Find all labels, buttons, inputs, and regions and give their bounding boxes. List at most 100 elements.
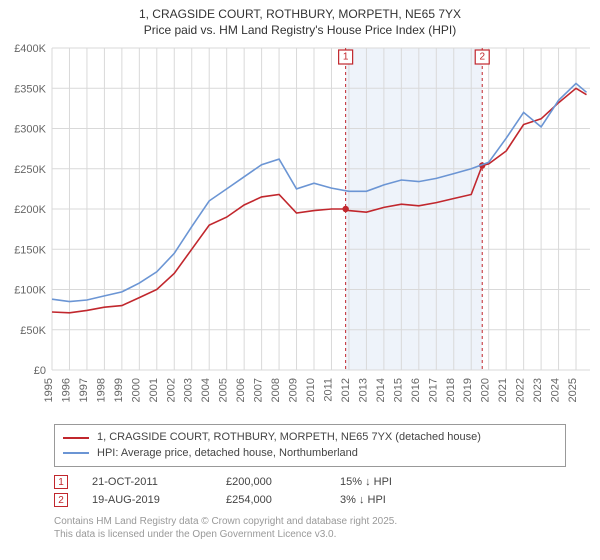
x-tick-label: 1999 — [113, 378, 125, 402]
x-tick-label: 1995 — [43, 378, 55, 402]
x-tick-label: 2024 — [550, 378, 562, 402]
x-tick: 2025 — [567, 378, 579, 402]
x-tick: 2008 — [270, 378, 282, 402]
x-tick-label: 2018 — [445, 378, 457, 402]
x-tick-label: 2016 — [410, 378, 422, 402]
y-tick-label: £250K — [14, 164, 46, 176]
x-tick-label: 1997 — [78, 378, 90, 402]
x-tick: 2011 — [322, 378, 334, 402]
price-chart-svg: £0 £50K £100K £150K £200K £250K £300K £350K £400… — [0, 40, 600, 420]
sale-badge: 2 — [54, 493, 68, 507]
x-tick: 2016 — [410, 378, 422, 402]
legend-row: HPI: Average price, detached house, Nort… — [63, 446, 557, 461]
x-tick: 1995 — [43, 378, 55, 402]
x-tick-label: 1998 — [95, 378, 107, 402]
y-tick-label: £0 — [34, 365, 46, 377]
x-tick-label: 2003 — [183, 378, 195, 402]
x-tick-label: 2010 — [305, 378, 317, 402]
x-tick-label: 2006 — [235, 378, 247, 402]
footer-line-1: Contains HM Land Registry data © Crown c… — [54, 515, 566, 528]
sale-row: 1 21-OCT-2011 £200,000 15% ↓ HPI — [54, 473, 566, 491]
x-tick-label: 2013 — [357, 378, 369, 402]
x-tick: 2006 — [235, 378, 247, 402]
chart-title: 1, CRAGSIDE COURT, ROTHBURY, MORPETH, NE… — [0, 0, 600, 40]
footer-line-2: This data is licensed under the Open Gov… — [54, 528, 566, 541]
legend-label: HPI: Average price, detached house, Nort… — [97, 446, 358, 461]
sale-delta: 3% ↓ HPI — [340, 494, 386, 506]
title-line-1: 1, CRAGSIDE COURT, ROTHBURY, MORPETH, NE… — [10, 6, 590, 22]
title-line-2: Price paid vs. HM Land Registry's House … — [10, 22, 590, 38]
x-tick: 2022 — [515, 378, 527, 402]
y-tick-label: £350K — [14, 84, 46, 96]
legend-label: 1, CRAGSIDE COURT, ROTHBURY, MORPETH, NE… — [97, 430, 481, 445]
x-tick: 2014 — [375, 378, 387, 402]
x-tick: 2020 — [480, 378, 492, 402]
chart-area: £0 £50K £100K £150K £200K £250K £300K £350K £400… — [0, 40, 600, 420]
x-tick: 2024 — [550, 378, 562, 402]
x-tick-label: 2000 — [130, 378, 142, 402]
legend-swatch — [63, 437, 89, 439]
sale-delta: 15% ↓ HPI — [340, 476, 392, 488]
x-tick-label: 2017 — [427, 378, 439, 402]
x-tick-label: 2014 — [375, 378, 387, 402]
x-tick-label: 2004 — [200, 378, 212, 402]
sale-marker-number: 1 — [343, 52, 349, 63]
footer-attribution: Contains HM Land Registry data © Crown c… — [54, 515, 566, 541]
x-tick: 2021 — [497, 378, 509, 402]
x-tick: 1999 — [113, 378, 125, 402]
x-tick-label: 2002 — [165, 378, 177, 402]
x-tick-label: 2012 — [340, 378, 352, 402]
sale-price: £200,000 — [226, 476, 316, 488]
x-tick: 2003 — [183, 378, 195, 402]
x-tick: 1997 — [78, 378, 90, 402]
x-tick-label: 2007 — [253, 378, 265, 402]
sales-table: 1 21-OCT-2011 £200,000 15% ↓ HPI 2 19-AUG-201… — [54, 473, 566, 509]
legend-swatch — [63, 452, 89, 454]
x-tick: 2017 — [427, 378, 439, 402]
sale-row: 2 19-AUG-2019 £254,000 3% ↓ HPI — [54, 491, 566, 509]
sale-marker-number: 2 — [479, 52, 485, 63]
y-tick-label: £300K — [14, 124, 46, 136]
x-tick: 2002 — [165, 378, 177, 402]
legend-row: 1, CRAGSIDE COURT, ROTHBURY, MORPETH, NE… — [63, 430, 557, 445]
x-tick-label: 2011 — [322, 378, 334, 402]
sale-price: £254,000 — [226, 494, 316, 506]
x-tick: 2019 — [462, 378, 474, 402]
x-tick: 2001 — [148, 378, 160, 402]
x-tick-label: 2020 — [480, 378, 492, 402]
y-tick-label: £150K — [14, 245, 46, 257]
x-tick: 2015 — [392, 378, 404, 402]
x-tick: 2023 — [532, 378, 544, 402]
x-tick-label: 2005 — [218, 378, 230, 402]
x-tick: 1998 — [95, 378, 107, 402]
x-tick-label: 2023 — [532, 378, 544, 402]
x-tick: 1996 — [60, 378, 72, 402]
x-tick: 2000 — [130, 378, 142, 402]
y-tick-label: £200K — [14, 204, 46, 216]
sale-dot — [342, 206, 348, 212]
sale-date: 21-OCT-2011 — [92, 476, 202, 488]
x-tick-label: 2025 — [567, 378, 579, 402]
sale-date: 19-AUG-2019 — [92, 494, 202, 506]
x-tick: 2004 — [200, 378, 212, 402]
x-tick: 2013 — [357, 378, 369, 402]
y-tick-label: £100K — [14, 285, 46, 297]
x-tick-label: 2015 — [392, 378, 404, 402]
x-tick-label: 1996 — [60, 378, 72, 402]
x-tick-label: 2008 — [270, 378, 282, 402]
legend: 1, CRAGSIDE COURT, ROTHBURY, MORPETH, NE… — [54, 424, 566, 467]
x-tick: 2007 — [253, 378, 265, 402]
x-tick: 2012 — [340, 378, 352, 402]
x-tick: 2005 — [218, 378, 230, 402]
y-tick-label: £400K — [14, 43, 46, 55]
x-tick-label: 2022 — [515, 378, 527, 402]
x-tick-label: 2019 — [462, 378, 474, 402]
sale-badge: 1 — [54, 475, 68, 489]
x-tick: 2009 — [288, 378, 300, 402]
y-tick-label: £50K — [20, 325, 46, 337]
x-tick: 2010 — [305, 378, 317, 402]
x-tick: 2018 — [445, 378, 457, 402]
x-tick-label: 2009 — [288, 378, 300, 402]
x-tick-label: 2001 — [148, 378, 160, 402]
x-tick-label: 2021 — [497, 378, 509, 402]
